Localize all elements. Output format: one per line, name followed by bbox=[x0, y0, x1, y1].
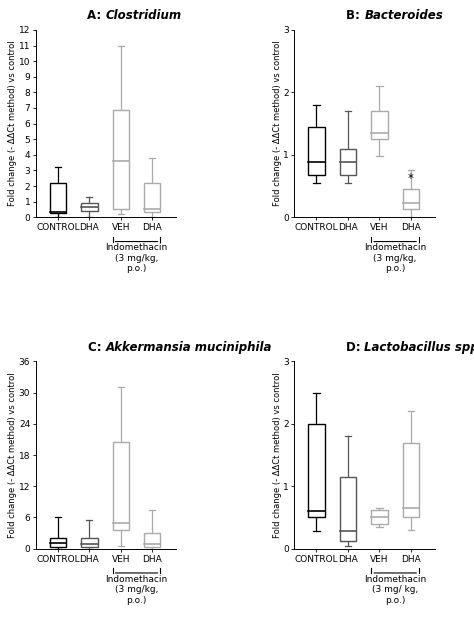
Text: Lactobacillus spp: Lactobacillus spp bbox=[365, 341, 474, 354]
Text: C:: C: bbox=[88, 341, 106, 354]
Text: D:: D: bbox=[346, 341, 365, 354]
Bar bbox=[113, 110, 129, 209]
Y-axis label: Fold change (- ΔΔCt method) vs control: Fold change (- ΔΔCt method) vs control bbox=[9, 372, 18, 538]
Bar bbox=[371, 510, 388, 524]
Bar bbox=[113, 442, 129, 531]
Bar bbox=[340, 477, 356, 541]
Text: Indomethacin
(3 mg/ kg,
p.o.): Indomethacin (3 mg/ kg, p.o.) bbox=[364, 575, 426, 605]
Text: Akkermansia muciniphila: Akkermansia muciniphila bbox=[106, 341, 272, 354]
Bar bbox=[308, 424, 325, 518]
Y-axis label: Fold change (- ΔΔCt method) vs control: Fold change (- ΔΔCt method) vs control bbox=[273, 372, 282, 538]
Bar bbox=[403, 442, 419, 518]
Text: Bacteroides: Bacteroides bbox=[365, 9, 443, 22]
Text: B:: B: bbox=[346, 9, 365, 22]
Bar bbox=[144, 533, 161, 547]
Text: Indomethacin
(3 mg/kg,
p.o.): Indomethacin (3 mg/kg, p.o.) bbox=[105, 575, 168, 605]
Bar bbox=[81, 538, 98, 547]
Text: *: * bbox=[408, 172, 414, 185]
Bar bbox=[50, 183, 66, 213]
Bar bbox=[403, 189, 419, 209]
Text: A:: A: bbox=[88, 9, 106, 22]
Bar bbox=[50, 538, 66, 547]
Text: Clostridium: Clostridium bbox=[106, 9, 182, 22]
Text: Indomethacin
(3 mg/kg,
p.o.): Indomethacin (3 mg/kg, p.o.) bbox=[364, 244, 426, 273]
Y-axis label: Fold change (- ΔΔCt method) vs control: Fold change (- ΔΔCt method) vs control bbox=[273, 41, 282, 207]
Bar bbox=[81, 203, 98, 211]
Bar bbox=[340, 149, 356, 175]
Bar bbox=[144, 183, 161, 212]
Text: Indomethacin
(3 mg/kg,
p.o.): Indomethacin (3 mg/kg, p.o.) bbox=[105, 244, 168, 273]
Bar bbox=[308, 126, 325, 175]
Y-axis label: Fold change (- ΔΔCt method) vs control: Fold change (- ΔΔCt method) vs control bbox=[9, 41, 18, 207]
Bar bbox=[371, 111, 388, 139]
